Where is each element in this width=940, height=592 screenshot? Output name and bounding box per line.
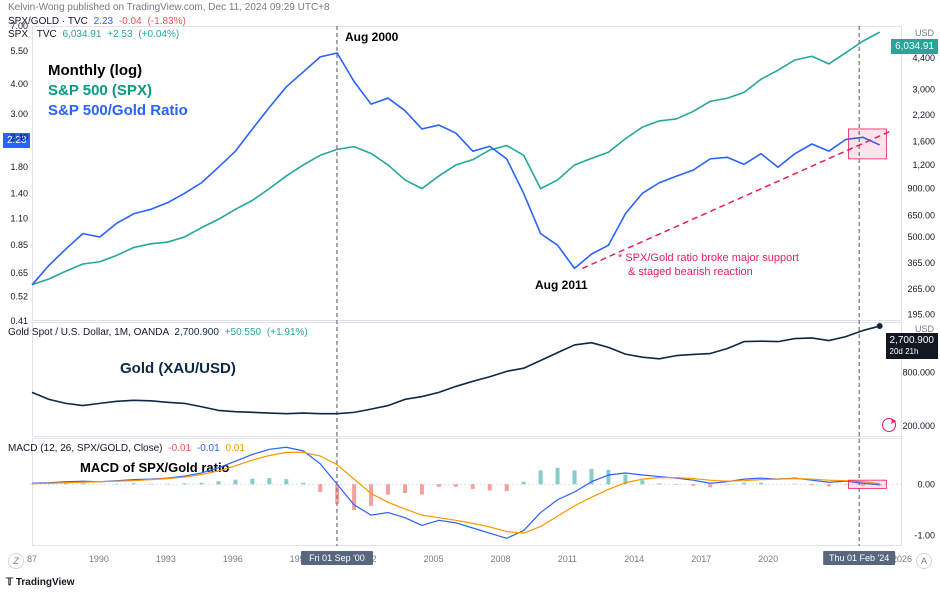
svg-text:900.00: 900.00 [907, 184, 935, 194]
svg-text:500.00: 500.00 [907, 232, 935, 242]
svg-text:2.40: 2.40 [10, 132, 28, 142]
svg-text:0.65: 0.65 [10, 268, 28, 278]
svg-text:1,600: 1,600 [912, 136, 935, 146]
svg-text:1.40: 1.40 [10, 188, 28, 198]
svg-text:650.00: 650.00 [907, 210, 935, 220]
fullscreen-btn[interactable]: Z [8, 553, 24, 569]
svg-text:87: 87 [27, 554, 37, 564]
svg-layer: 7.00 5.50 4.00 3.00 2.40 1.80 1.40 1.10 0.85 0.65… [0, 0, 940, 592]
chart-root: Kelvin-Wong published on TradingView.com… [0, 0, 940, 592]
settings-btn[interactable]: A [916, 553, 932, 569]
svg-text:3,000: 3,000 [912, 85, 935, 95]
svg-text:0.52: 0.52 [10, 291, 28, 301]
svg-text:800.000: 800.000 [902, 368, 935, 378]
svg-text:7.00: 7.00 [10, 21, 28, 31]
svg-text:1.10: 1.10 [10, 213, 28, 223]
svg-text:1996: 1996 [223, 554, 243, 564]
svg-text:Fri 01 Sep '00: Fri 01 Sep '00 [309, 553, 365, 563]
svg-text:265.00: 265.00 [907, 284, 935, 294]
svg-text:2,200: 2,200 [912, 110, 935, 120]
svg-text:2017: 2017 [691, 554, 711, 564]
svg-text:2020: 2020 [758, 554, 778, 564]
svg-text:0.85: 0.85 [10, 240, 28, 250]
svg-text:0.00: 0.00 [917, 479, 935, 489]
svg-text:Thu 01 Feb '24: Thu 01 Feb '24 [829, 553, 889, 563]
svg-text:-1.00: -1.00 [914, 531, 935, 541]
svg-text:4.00: 4.00 [10, 79, 28, 89]
svg-text:195.00: 195.00 [907, 309, 935, 319]
svg-text:200.000: 200.000 [902, 421, 935, 431]
svg-text:1,200: 1,200 [912, 160, 935, 170]
svg-text:2014: 2014 [624, 554, 644, 564]
tradingview-logo: TradingView [6, 577, 75, 588]
svg-text:2005: 2005 [424, 554, 444, 564]
svg-text:3.00: 3.00 [10, 109, 28, 119]
svg-text:2008: 2008 [490, 554, 510, 564]
svg-text:1.80: 1.80 [10, 162, 28, 172]
svg-text:4,400: 4,400 [912, 53, 935, 63]
svg-text:0.41: 0.41 [10, 316, 28, 326]
svg-text:1993: 1993 [156, 554, 176, 564]
svg-text:2011: 2011 [558, 554, 577, 564]
svg-text:1990: 1990 [89, 554, 109, 564]
svg-text:365.00: 365.00 [907, 258, 935, 268]
svg-text:5.50: 5.50 [10, 46, 28, 56]
